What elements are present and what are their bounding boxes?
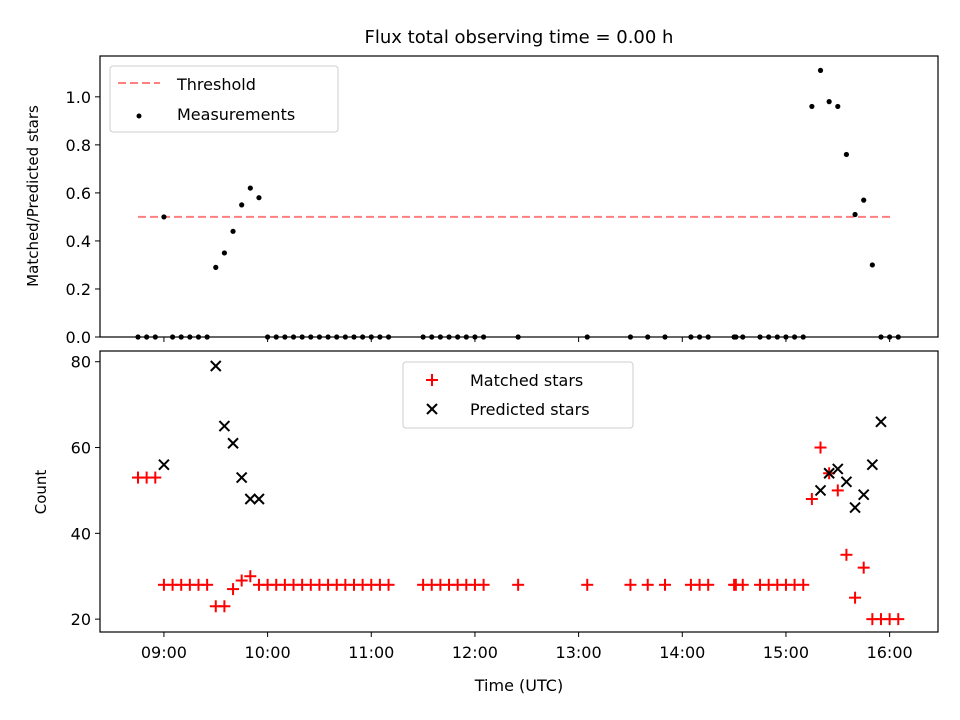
matched-star-point [831, 484, 844, 497]
threshold-legend-label: Threshold [176, 75, 256, 94]
matched-star-point [702, 578, 715, 591]
predicted-star-point [875, 416, 887, 428]
measurement-point [221, 250, 228, 256]
matched-star-point [797, 578, 810, 591]
matched-star-point [201, 578, 214, 591]
x-axis-label: Time (UTC) [474, 676, 563, 695]
top-y-axis-label: Matched/Predicted stars [24, 105, 42, 287]
measurement-point [256, 195, 262, 201]
measurement-point [161, 214, 167, 220]
top-ytick-label: 0.4 [66, 232, 91, 251]
predicted-star-point [227, 437, 239, 449]
predicted-star-point [840, 476, 853, 488]
measurement-point [852, 211, 858, 218]
matched-star-point [244, 570, 257, 583]
measurement-point [230, 228, 236, 234]
measurements-legend-label: Measurements [177, 105, 295, 124]
matched-star-point [512, 578, 525, 591]
measurements-legend-swatch [136, 113, 142, 119]
predicted-star-point [857, 489, 870, 501]
bottom-legend-box [402, 361, 634, 429]
bottom-axes-frame [99, 350, 939, 633]
predicted-legend-label: Predicted stars [470, 400, 590, 419]
matched-legend-swatch [426, 374, 438, 386]
matched-star-point [840, 548, 853, 561]
matched-legend-label: Matched stars [470, 371, 583, 390]
chart-title: Flux total observing time = 0.00 h [365, 27, 674, 48]
bottom-ytick-label: 60 [71, 439, 91, 458]
predicted-star-point [253, 493, 265, 505]
bottom-ytick-label: 20 [71, 610, 91, 629]
predicted-star-point [814, 484, 827, 497]
top-ytick-label: 1.0 [66, 88, 91, 107]
predicted-star-point [210, 360, 222, 372]
bottom-xtick-label: 10:00 [245, 643, 291, 662]
top-ytick-label: 0.6 [66, 184, 91, 203]
measurement-point [247, 185, 253, 191]
predicted-star-point [158, 458, 170, 471]
bottom-y-axis-label: Count [32, 470, 50, 515]
measurement-point [239, 202, 245, 208]
bottom-xtick-label: 11:00 [348, 643, 394, 662]
predicted-star-point [866, 458, 879, 471]
bottom-ytick-label: 40 [71, 524, 91, 543]
measurement-point [809, 103, 815, 110]
matched-star-point [659, 578, 672, 591]
matched-star-point [814, 441, 827, 454]
matched-star-point [227, 583, 240, 596]
matched-star-point [849, 591, 862, 604]
bottom-xtick-label: 13:00 [556, 643, 602, 662]
predicted-legend-swatch [426, 403, 438, 415]
matched-star-point [382, 578, 395, 591]
matched-star-point [736, 578, 749, 591]
measurement-point [843, 151, 850, 158]
predicted-star-point [832, 463, 844, 475]
bottom-xtick-label: 09:00 [141, 643, 187, 662]
top-panel: Flux total observing time = 0.00 h Match… [24, 27, 939, 347]
matched-star-point [857, 561, 870, 574]
matched-star-point [149, 471, 162, 484]
top-ytick-label: 0.0 [66, 328, 91, 347]
bottom-xtick-label: 16:00 [867, 643, 913, 662]
top-ytick-label: 0.8 [66, 136, 91, 155]
measurement-point [826, 99, 832, 105]
bottom-panel: Count Time (UTC) 20 40 60 80 09:00 10:00 11:00… [32, 350, 939, 695]
bottom-plot-area: 20 40 60 80 09:00 10:00 11:00 12:00 13:00 14:00 15… [71, 353, 913, 662]
predicted-star-point [849, 501, 861, 514]
measurement-point [835, 103, 841, 110]
matched-star-point [235, 574, 248, 587]
matched-star-point [641, 578, 654, 591]
top-plot-area: 0.0 0.2 0.4 0.6 0.8 1.0 [66, 67, 901, 347]
measurement-point [869, 262, 875, 268]
matched-star-point [218, 600, 231, 613]
predicted-star-point [218, 420, 231, 432]
bottom-ytick-label: 80 [71, 353, 91, 372]
measurement-point [817, 67, 824, 74]
matched-star-point [581, 578, 594, 591]
matched-star-point [892, 613, 905, 626]
matched-star-point [477, 578, 490, 591]
top-ytick-label: 0.2 [66, 280, 91, 299]
bottom-xtick-label: 14:00 [659, 643, 705, 662]
top-legend: Threshold Measurements [109, 65, 339, 133]
measurement-point [861, 197, 867, 203]
matched-star-point [805, 493, 818, 506]
predicted-star-point [235, 471, 248, 484]
matched-star-point [624, 578, 637, 591]
predicted-star-point [823, 467, 835, 479]
predicted-star-point [244, 493, 257, 505]
bottom-legend: Matched stars Predicted stars [402, 361, 634, 429]
top-legend-box [109, 65, 339, 133]
bottom-xtick-label: 12:00 [452, 643, 498, 662]
bottom-xtick-label: 15:00 [763, 643, 809, 662]
top-axes-frame [99, 55, 939, 338]
measurement-point [213, 264, 219, 270]
